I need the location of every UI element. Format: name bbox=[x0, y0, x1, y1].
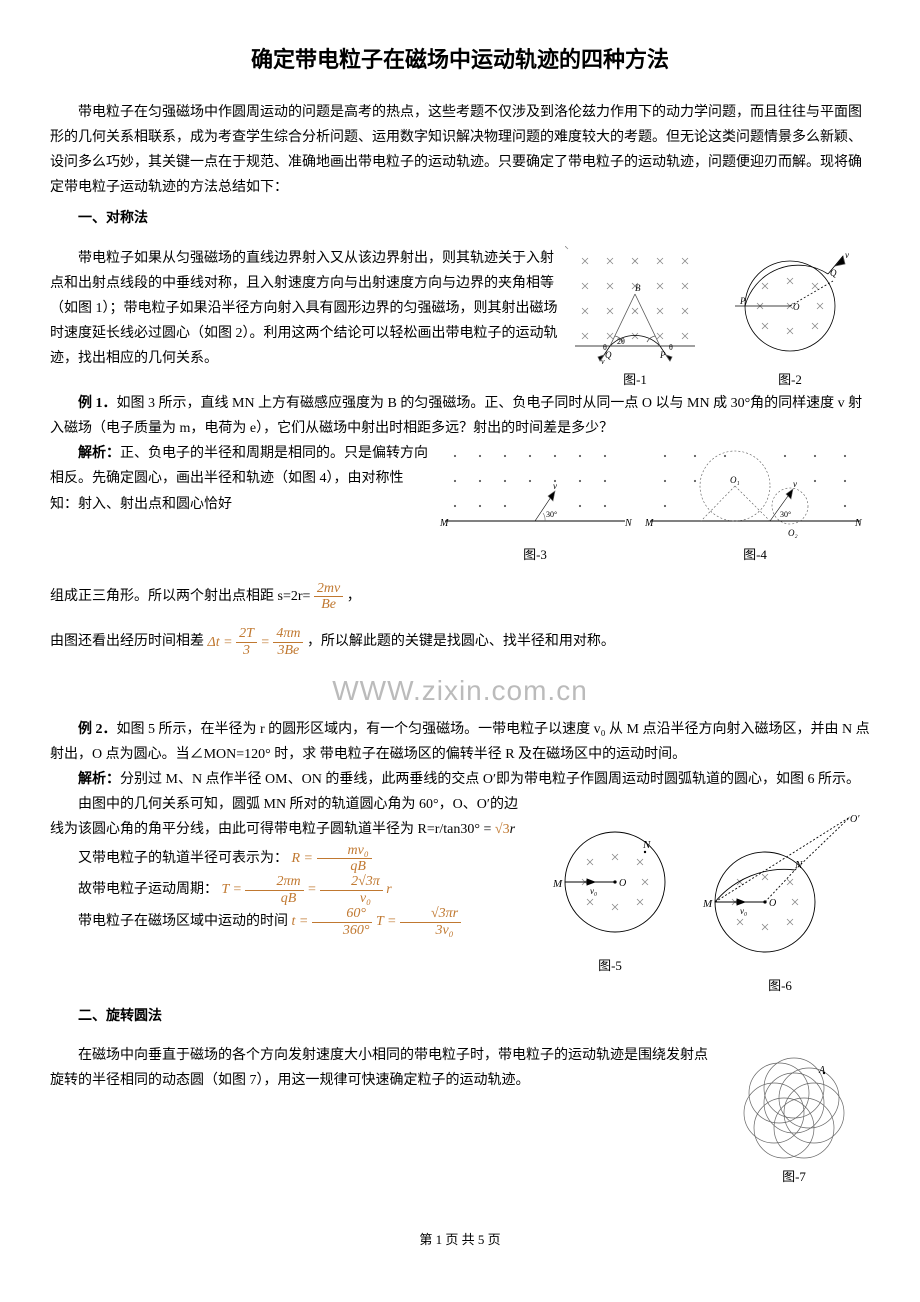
svg-text:30°: 30° bbox=[546, 510, 557, 519]
text: 由图中的几何关系可知，圆弧 MN 所对的轨道圆心角为 60°，O、O′的边线为该… bbox=[50, 797, 518, 837]
page-footer: 第 1 页 共 5 页 bbox=[50, 1228, 870, 1251]
svg-text:O₁: O₁ bbox=[730, 475, 740, 485]
svg-text:N: N bbox=[794, 859, 803, 871]
svg-text:P: P bbox=[659, 350, 666, 360]
section-2-heading: 二、旋转圆法 bbox=[50, 1004, 870, 1029]
example-2-heading: 例 2． bbox=[78, 722, 117, 737]
section-2-body: 在磁场中向垂直于磁场的各个方向发射速度大小相同的带电粒子时，带电粒子的运动轨迹是… bbox=[50, 1043, 720, 1093]
figure-7: A 图-7 bbox=[724, 1043, 864, 1188]
intro-para: 带电粒子在匀强磁场中作圆周运动的问题是高考的热点，这些考题不仅涉及到洛伦兹力作用… bbox=[50, 100, 870, 201]
example-1: 例 1．如图 3 所示，直线 MN 上方有磁感应强度为 B 的匀强磁场。正、负电… bbox=[50, 391, 870, 441]
figure-1: B 2θ Q P v θ θ 图-1 bbox=[565, 246, 705, 391]
svg-text:30°: 30° bbox=[780, 510, 791, 519]
figure-3: M N v 30° 图-3 bbox=[435, 441, 635, 566]
formula-R: R = mv₀qB bbox=[292, 851, 372, 866]
svg-text:v₀: v₀ bbox=[590, 886, 597, 896]
figure-7-label: 图-7 bbox=[724, 1165, 864, 1188]
figure-6-label: 图-6 bbox=[695, 974, 865, 997]
svg-text:O: O bbox=[769, 898, 776, 909]
svg-text:A: A bbox=[818, 1065, 826, 1076]
svg-text:v₀: v₀ bbox=[740, 906, 747, 916]
svg-text:B: B bbox=[635, 283, 641, 293]
svg-text:v: v bbox=[601, 357, 605, 366]
example-1-solution-3: 由图还看出经历时间相差 Δt = 2T3 = 4πm3Be ，所以解此题的关键是… bbox=[50, 626, 870, 658]
formula-t: t = 60°360° T = √3πr3v₀ bbox=[292, 914, 462, 929]
formula-dt: Δt = 2T3 = 4πm3Be bbox=[208, 635, 307, 650]
example-2-solution-1: 解析：分别过 M、N 点作半径 OM、ON 的垂线，此两垂线的交点 O′即为带电… bbox=[50, 767, 870, 792]
svg-text:v: v bbox=[845, 250, 849, 260]
formula-sqrt3r: √3 bbox=[495, 822, 510, 837]
svg-text:N: N bbox=[624, 518, 633, 529]
svg-text:P: P bbox=[739, 296, 746, 306]
figure-5: M N O v₀ 图-5 bbox=[535, 812, 685, 977]
figure-3-label: 图-3 bbox=[435, 543, 635, 566]
svg-text:θ: θ bbox=[669, 343, 673, 352]
example-1-solution-2: 组成正三角形。所以两个射出点相距 s=2r= 2mvBe ， bbox=[50, 581, 870, 613]
svg-text:v: v bbox=[553, 481, 557, 491]
figure-2: v P O Q 图-2 bbox=[715, 246, 865, 391]
figure-4: M N O₁ O₂ v 30° 图-4 bbox=[645, 441, 865, 566]
example-2-solution-5: 带电粒子在磁场区域中运动的时间 t = 60°360° T = √3πr3v₀ bbox=[50, 906, 530, 938]
text: 组成正三角形。所以两个射出点相距 s=2r= bbox=[50, 589, 310, 604]
svg-text:M: M bbox=[702, 898, 713, 910]
svg-text:v: v bbox=[793, 479, 797, 489]
text: 又带电粒子的轨道半径可表示为： bbox=[78, 851, 288, 866]
text: 由图还看出经历时间相差 bbox=[50, 635, 204, 650]
figure-5-label: 图-5 bbox=[535, 954, 685, 977]
section-1-heading: 一、对称法 bbox=[50, 206, 870, 231]
figure-6: M N O O′ v₀ 图-6 bbox=[695, 812, 865, 997]
watermark: WWW.zixin.com.cn bbox=[50, 666, 870, 716]
solution-heading: 解析： bbox=[78, 772, 120, 787]
svg-text:O: O bbox=[793, 302, 800, 312]
example-2-solution-4: 故带电粒子运动周期： T = 2πmqB = 2√3πv₀ r bbox=[50, 874, 530, 906]
svg-text:O′: O′ bbox=[850, 814, 860, 825]
example-2-solution-2: 由图中的几何关系可知，圆弧 MN 所对的轨道圆心角为 60°，O、O′的边线为该… bbox=[50, 792, 530, 842]
figure-2-label: 图-2 bbox=[715, 368, 865, 391]
formula-s2r: 2mvBe bbox=[314, 581, 343, 613]
svg-text:O₂: O₂ bbox=[788, 528, 798, 538]
example-2-solution-3: 又带电粒子的轨道半径可表示为： R = mv₀qB bbox=[50, 843, 530, 875]
text: 故带电粒子运动周期： bbox=[78, 882, 218, 897]
text: 带电粒子在磁场区域中运动的时间 bbox=[78, 914, 288, 929]
solution-heading: 解析： bbox=[78, 446, 120, 461]
example-2-body: 如图 5 所示，在半径为 r 的圆形区域内，有一个匀强磁场。一带电粒子以速度 v… bbox=[50, 722, 870, 762]
example-1-heading: 例 1． bbox=[78, 396, 117, 411]
svg-text:O: O bbox=[619, 878, 626, 889]
svg-text:M: M bbox=[439, 518, 449, 529]
example-1-body: 如图 3 所示，直线 MN 上方有磁感应强度为 B 的匀强磁场。正、负电子同时从… bbox=[50, 396, 862, 436]
page-title: 确定带电粒子在磁场中运动轨迹的四种方法 bbox=[50, 40, 870, 80]
svg-text:M: M bbox=[645, 518, 654, 529]
svg-text:θ: θ bbox=[603, 343, 607, 352]
svg-text:N: N bbox=[642, 839, 651, 851]
figure-1-label: 图-1 bbox=[565, 368, 705, 391]
svg-text:M: M bbox=[552, 878, 563, 890]
figure-4-label: 图-4 bbox=[645, 543, 865, 566]
example-1-solution-1: 解析：正、负电子的半径和周期是相同的。只是偏转方向相反。先确定圆心，画出半径和轨… bbox=[50, 441, 430, 517]
formula-T: T = 2πmqB = 2√3πv₀ r bbox=[222, 882, 392, 897]
section-1-body: 带电粒子如果从匀强磁场的直线边界射入又从该边界射出，则其轨迹关于入射点和出射点线… bbox=[50, 246, 560, 372]
svg-text:Q: Q bbox=[830, 268, 837, 278]
svg-text:2θ: 2θ bbox=[617, 337, 625, 346]
text: ，所以解此题的关键是找圆心、找半径和用对称。 bbox=[307, 635, 615, 650]
text: 分别过 M、N 点作半径 OM、ON 的垂线，此两垂线的交点 O′即为带电粒子作… bbox=[120, 772, 860, 787]
example-2: 例 2．如图 5 所示，在半径为 r 的圆形区域内，有一个匀强磁场。一带电粒子以… bbox=[50, 717, 870, 767]
svg-text:N: N bbox=[854, 518, 863, 529]
text: ， bbox=[347, 589, 361, 604]
